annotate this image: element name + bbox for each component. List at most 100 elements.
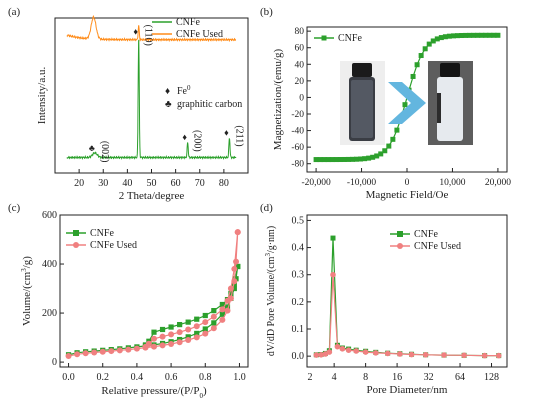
panel-d-xtick-label: 8 xyxy=(363,372,368,383)
panel-d-xtick-label: 32 xyxy=(424,372,434,383)
panel-b-point xyxy=(378,151,384,157)
panel-c-point xyxy=(210,325,217,332)
panel-b-point xyxy=(349,156,355,162)
panel-c-legend-marker xyxy=(73,242,79,248)
panel-d-xlabel: Pore Diameter/nm xyxy=(367,384,448,396)
panel-d-legend-marker xyxy=(397,231,403,237)
panel-c-point xyxy=(177,321,183,328)
panel-c-point xyxy=(224,304,231,310)
vial-right-cap xyxy=(440,63,460,77)
panel-c-point xyxy=(151,335,157,342)
panel-b-point xyxy=(430,38,436,44)
panel-c-ytick-label: 600 xyxy=(42,210,57,221)
panel-a-xtick-label: 30 xyxy=(98,178,108,189)
panel-d-ytick-label: 0.5 xyxy=(292,215,305,226)
panel-b-point xyxy=(475,32,481,38)
panel-c-point xyxy=(151,329,157,335)
panel-a-legend-label: CNFe xyxy=(176,17,200,28)
panel-b-point xyxy=(366,155,372,161)
panel-c-legend-label: CNFe xyxy=(90,228,114,239)
panel-b-xtick-label: 20,000 xyxy=(485,178,511,188)
panel-c-point xyxy=(202,312,208,319)
panel-c-point xyxy=(228,290,234,297)
panel-b-point xyxy=(471,32,477,38)
panel-b-legend-marker xyxy=(321,35,327,41)
panel-a-xrd: (a) 20 30 40 50 60 70 80 2 Theta/degree Intensity… xyxy=(8,6,249,202)
panel-c-point xyxy=(202,330,209,337)
panel-c-point xyxy=(224,297,231,304)
panel-b-ytick-label: -60 xyxy=(291,143,304,153)
panel-d-ytick-label: 0.4 xyxy=(292,243,305,254)
panel-a-xtick-label: 70 xyxy=(195,178,205,189)
panel-b-ytick-label: -40 xyxy=(291,127,304,137)
panel-d-point xyxy=(372,350,379,356)
panel-d-ylabel-part-0: dV/dD Pore Volume/(cm xyxy=(266,256,277,356)
panel-d-legend-label: CNFe Used xyxy=(414,241,461,252)
panel-b-point xyxy=(341,156,347,162)
panel-b-point xyxy=(446,33,452,39)
panel-b-point xyxy=(438,35,444,41)
panel-c-point xyxy=(219,316,226,323)
panel-d-point xyxy=(408,351,415,358)
panel-a-fe-label-part-0: Fe xyxy=(177,86,188,97)
panel-b-point xyxy=(414,62,420,68)
panel-b-magnetization: (b) -20,000 -10,000 0 10,000 20,000 -80 -60 -40 -… xyxy=(260,6,511,201)
panel-d-series-line-1 xyxy=(316,274,499,357)
panel-b-point xyxy=(325,157,331,163)
panel-b-point xyxy=(402,102,408,108)
panel-d-xtick-label: 2 xyxy=(308,372,313,383)
panel-b-point xyxy=(321,157,327,163)
panel-c-point xyxy=(176,329,183,336)
panel-d-point xyxy=(397,351,403,357)
panel-c-point xyxy=(168,340,175,347)
panel-b-point xyxy=(313,157,319,163)
panel-c-point xyxy=(82,350,89,357)
panel-b-point xyxy=(374,153,380,159)
panel-c-xtick-label: 0.2 xyxy=(96,372,109,383)
panel-b-ytick-label: -20 xyxy=(291,110,304,120)
vial-right-magnet-residue xyxy=(437,93,441,123)
panel-c-point xyxy=(159,342,166,349)
panel-d-ytick-label: 0.0 xyxy=(292,351,305,362)
panel-c-ylabel: Volume/(cm3/g) xyxy=(20,256,33,326)
panel-b-panel-label: (b) xyxy=(260,6,273,18)
panel-c-point xyxy=(168,324,174,330)
panel-a-peak-symbol: ♦ xyxy=(224,127,229,137)
panel-a-xtick-label: 20 xyxy=(74,178,84,189)
panel-c-xlabel-part-0: Relative pressure/(P/P xyxy=(101,385,199,397)
panel-d-point xyxy=(481,352,488,359)
panel-a-ylabel: Intensity/a.u. xyxy=(36,67,48,125)
panel-c-point xyxy=(142,343,149,350)
panel-a-carbon-label: graphitic carbon xyxy=(177,99,242,110)
panel-d-legend-marker xyxy=(397,243,403,249)
panel-d-plot-frame xyxy=(306,214,508,368)
panel-c-point xyxy=(210,313,217,320)
panel-c-point xyxy=(185,326,192,333)
panel-c-xlabel-part-1: 0 xyxy=(199,392,203,400)
panel-c-legend-marker xyxy=(73,230,79,236)
panel-a-peak-label: (002) xyxy=(99,141,110,163)
panel-c-xtick-label: 0.8 xyxy=(199,372,212,383)
panel-c-point xyxy=(211,320,217,326)
panel-d-point xyxy=(495,352,502,359)
panel-d-ylabel: dV/dD Pore Volume/(cm3/g·nm) xyxy=(264,226,277,356)
panel-c-ylabel-part-0: Volume/(cm xyxy=(21,271,33,326)
panel-c-point xyxy=(99,348,106,355)
panel-c-point xyxy=(159,326,166,333)
panel-b-legend-label: CNFe xyxy=(338,33,362,44)
panel-a-xtick-label: 40 xyxy=(122,178,132,189)
panel-b-point xyxy=(386,143,392,149)
panel-d-ylabel-part-2: /g·nm) xyxy=(266,226,277,253)
panel-c-point xyxy=(193,334,200,341)
panel-d-pore-distribution: (d) 2 4 8 16 32 64 128 0.0 0.1 0.2 0.3 0.4 0.5 Pore Di… xyxy=(260,202,508,396)
vial-right-body xyxy=(437,77,463,141)
panel-c-desorption-line-1 xyxy=(145,232,239,348)
panel-b-ylabel: Magnetization/(emu/g) xyxy=(272,48,284,150)
panel-b-xtick-label: 10,000 xyxy=(439,178,465,188)
panel-c-panel-label: (c) xyxy=(8,202,21,214)
panel-b-point xyxy=(358,156,364,162)
panel-b-point xyxy=(483,32,489,38)
panel-c-point xyxy=(193,323,200,330)
vial-left-cap xyxy=(352,63,372,77)
panel-c-point xyxy=(235,263,241,270)
